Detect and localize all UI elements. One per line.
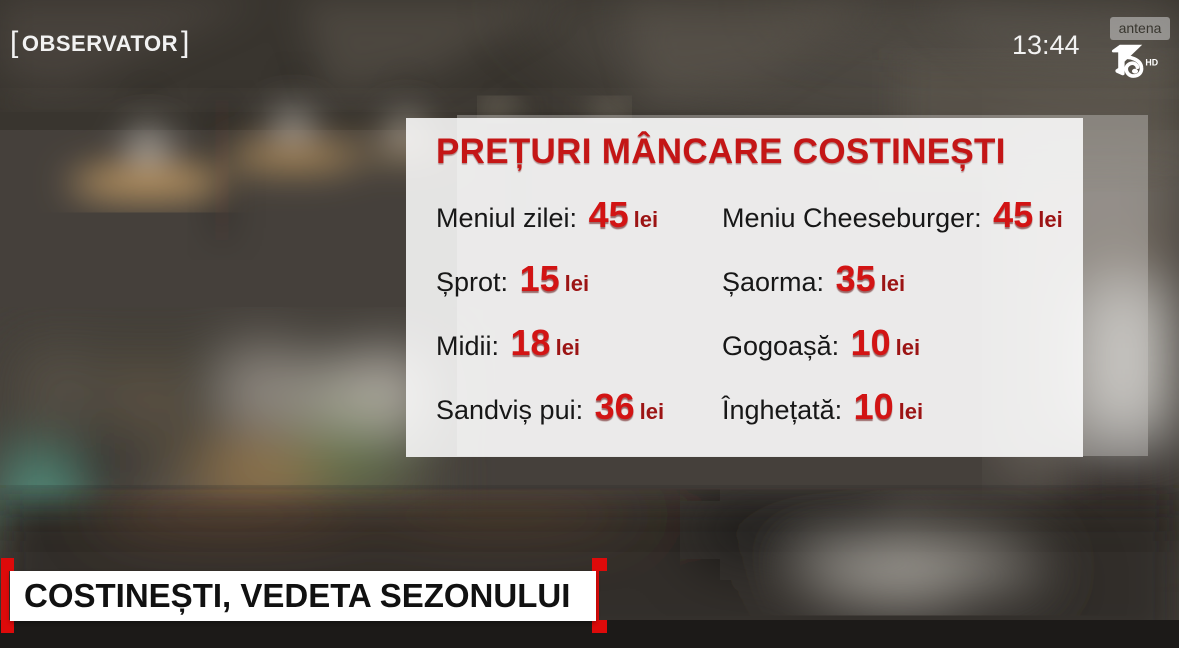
svg-text:HD: HD bbox=[1145, 58, 1158, 68]
